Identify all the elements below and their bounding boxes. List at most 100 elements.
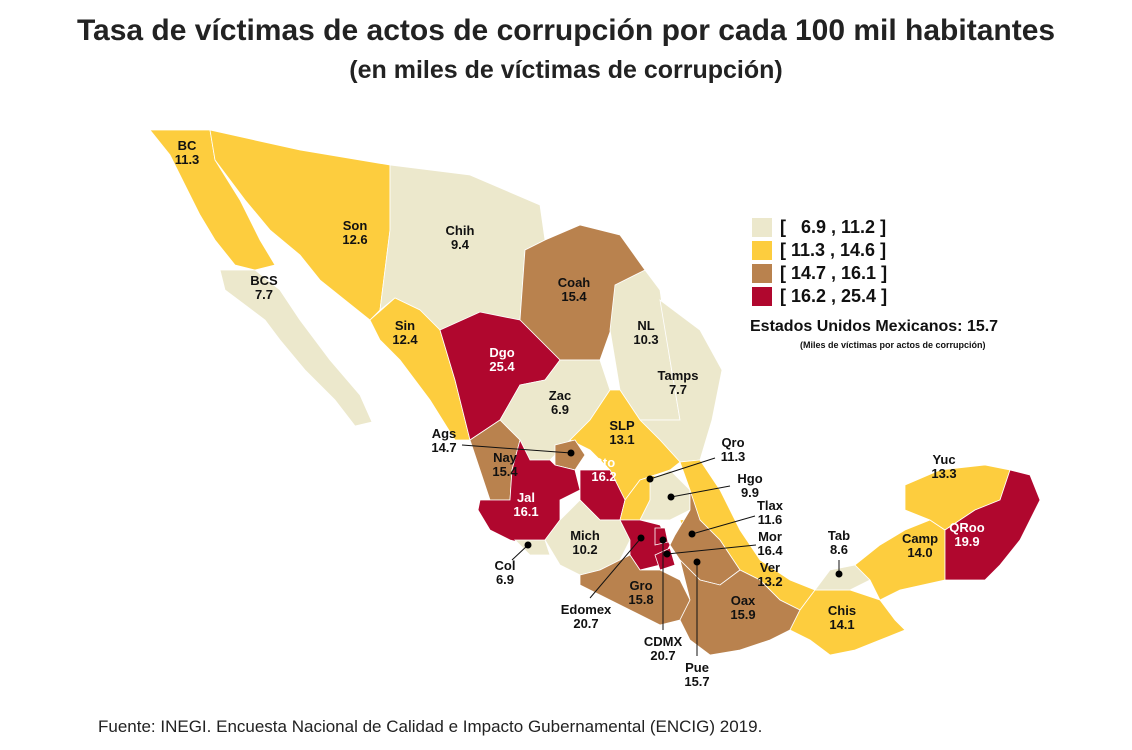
state-value-label: 12.6 xyxy=(342,232,367,247)
state-value-label: 13.1 xyxy=(609,432,634,447)
legend-item: [ 14.7 , 16.1 ] xyxy=(752,262,887,285)
leader-line xyxy=(511,544,529,561)
state-name-label: Gro xyxy=(629,578,652,593)
legend: [ 6.9 , 11.2 ] [ 11.3 , 14.6 ] [ 14.7 , … xyxy=(752,216,887,308)
state-marker-dot xyxy=(688,530,696,538)
state-value-label: 14.1 xyxy=(829,617,854,632)
state-value-label: 15.9 xyxy=(730,607,755,622)
state-name-label: Tab xyxy=(828,528,850,543)
state-value-label: 10.3 xyxy=(633,332,658,347)
state-value-label: 16.2 xyxy=(591,469,616,484)
state-name-label: Edomex xyxy=(561,602,612,617)
leader-line xyxy=(589,537,642,599)
state-marker-dot xyxy=(524,541,532,549)
state-name-label: NL xyxy=(637,318,654,333)
state-name-label: BC xyxy=(178,138,197,153)
state-value-label: 6.9 xyxy=(496,572,514,587)
state-value-label: 8.6 xyxy=(830,542,848,557)
state-value-label: 11.3 xyxy=(175,152,200,167)
state-marker-dot xyxy=(835,570,843,578)
state-value-label: 9.4 xyxy=(451,237,470,252)
legend-item: [ 16.2 , 25.4 ] xyxy=(752,285,887,308)
state-marker-dot xyxy=(646,475,654,483)
state-name-label: Sin xyxy=(395,318,415,333)
map-title: Tasa de víctimas de actos de corrupción … xyxy=(76,14,1056,47)
leader-line xyxy=(666,544,757,555)
state-bcs xyxy=(219,269,373,427)
state-value-label: 7.7 xyxy=(669,382,687,397)
state-value-label: 10.2 xyxy=(572,542,597,557)
legend-item: [ 6.9 , 11.2 ] xyxy=(752,216,887,239)
state-value-label: 25.4 xyxy=(489,359,515,374)
leader-line xyxy=(461,444,572,454)
national-rate: Estados Unidos Mexicanos: 15.7 xyxy=(750,318,999,335)
state-value-label: 13.3 xyxy=(931,466,956,481)
state-name-label: Ags xyxy=(432,426,457,441)
state-name-label: Yuc xyxy=(932,452,955,467)
national-rate-note: (Miles de víctimas por actos de corrupci… xyxy=(800,340,986,350)
state-marker-dot xyxy=(663,550,671,558)
state-value-label: 13.2 xyxy=(757,574,782,589)
state-value-label: 15.8 xyxy=(628,592,653,607)
state-col xyxy=(514,539,551,556)
state-value-label: 6.9 xyxy=(551,402,569,417)
state-name-label: Chis xyxy=(828,603,856,618)
legend-label: [ 14.7 , 16.1 ] xyxy=(780,263,888,283)
state-name-label: Dgo xyxy=(489,345,514,360)
state-name-label: Jal xyxy=(517,490,535,505)
legend-label: [ 6.9 , 11.2 ] xyxy=(780,217,887,237)
legend-label: [ 11.3 , 14.6 ] xyxy=(780,240,887,260)
legend-swatch xyxy=(752,264,772,283)
legend-swatch xyxy=(752,218,772,237)
leader-line xyxy=(670,485,731,498)
source-note: Fuente: INEGI. Encuesta Nacional de Cali… xyxy=(98,717,763,736)
state-name-label: Tamps xyxy=(658,368,699,383)
state-name-label: Oax xyxy=(731,593,756,608)
state-value-label: 7.7 xyxy=(255,287,273,302)
state-value-label: 15.4 xyxy=(561,289,587,304)
state-name-label: Gto xyxy=(593,455,615,470)
state-name-label: QRoo xyxy=(949,520,984,535)
state-marker-dot xyxy=(693,558,701,566)
state-value-label: 20.7 xyxy=(650,648,675,663)
state-hgo xyxy=(639,469,691,521)
state-value-label: 9.9 xyxy=(741,485,759,500)
state-marker-dot xyxy=(667,493,675,501)
legend-swatch xyxy=(752,287,772,306)
state-name-label: Hgo xyxy=(737,471,762,486)
state-name-label: Camp xyxy=(902,531,938,546)
state-name-label: Chih xyxy=(446,223,475,238)
state-marker-dot xyxy=(659,536,667,544)
state-value-label: 14.0 xyxy=(907,545,932,560)
state-name-label: Ver xyxy=(760,560,780,575)
state-name-label: Zac xyxy=(549,388,571,403)
legend-label: [ 16.2 , 25.4 ] xyxy=(780,286,888,306)
state-name-label: Son xyxy=(343,218,368,233)
state-name-label: Nay xyxy=(493,450,518,465)
state-name-label: Mor xyxy=(758,529,782,544)
state-name-label: SLP xyxy=(609,418,635,433)
state-name-label: Pue xyxy=(685,660,709,675)
state-name-label: BCS xyxy=(250,273,278,288)
state-value-label: 12.4 xyxy=(392,332,418,347)
state-value-label: 15.4 xyxy=(492,464,518,479)
state-coah xyxy=(519,224,646,361)
state-value-label: 20.7 xyxy=(573,616,598,631)
state-name-label: Mich xyxy=(570,528,600,543)
state-name-label: Col xyxy=(495,558,516,573)
state-value-label: 14.7 xyxy=(431,440,456,455)
state-marker-dot xyxy=(637,534,645,542)
state-value-label: 11.3 xyxy=(721,449,746,464)
leader-line xyxy=(649,457,716,480)
state-qroo xyxy=(944,469,1041,581)
legend-item: [ 11.3 , 14.6 ] xyxy=(752,239,887,262)
state-name-label: Tlax xyxy=(757,498,784,513)
map-subtitle: (en miles de víctimas de corrupción) xyxy=(349,56,783,84)
state-value-label: 11.6 xyxy=(758,512,783,527)
leader-line xyxy=(691,515,756,535)
legend-swatch xyxy=(752,241,772,260)
state-name-label: Coah xyxy=(558,275,591,290)
state-value-label: 19.9 xyxy=(954,534,979,549)
state-value-label: 15.7 xyxy=(684,674,709,689)
